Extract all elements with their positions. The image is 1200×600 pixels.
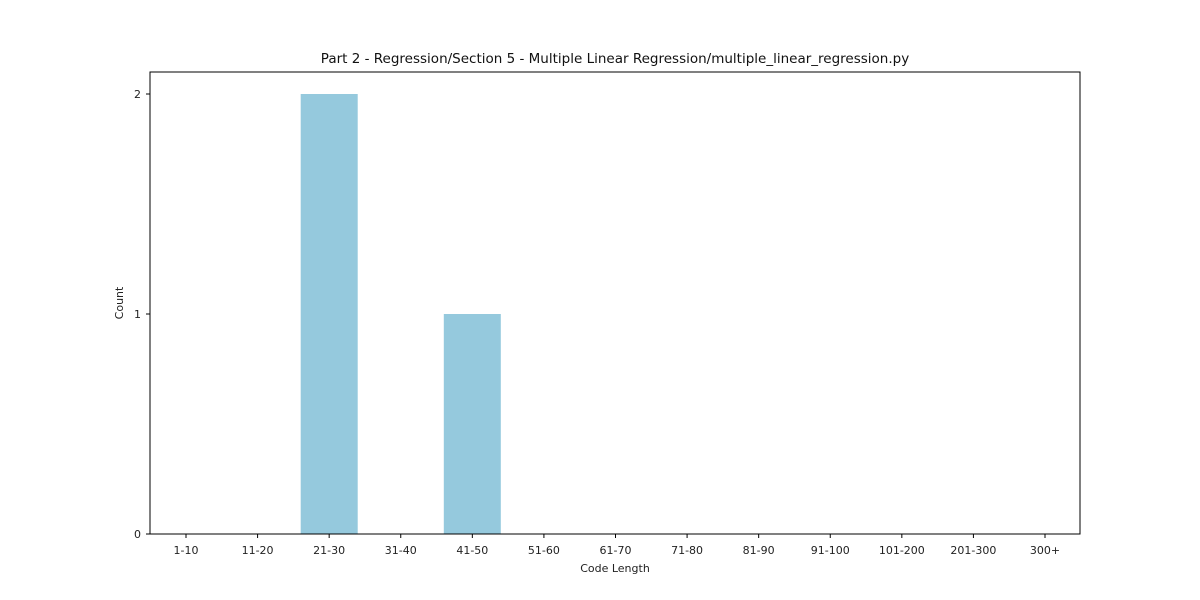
- y-tick-label: 0: [134, 528, 141, 541]
- x-tick-label: 41-50: [456, 544, 488, 557]
- y-axis-label: Count: [113, 286, 126, 319]
- x-tick-label: 101-200: [879, 544, 925, 557]
- x-tick-label: 71-80: [671, 544, 703, 557]
- x-tick-label: 300+: [1030, 544, 1060, 557]
- bar-21-30: [300, 94, 358, 534]
- x-tick-label: 21-30: [313, 544, 345, 557]
- chart-title: Part 2 - Regression/Section 5 - Multiple…: [321, 51, 909, 67]
- y-tick-label: 1: [134, 308, 141, 321]
- x-tick-label: 51-60: [528, 544, 560, 557]
- x-tick-label: 91-100: [811, 544, 850, 557]
- x-tick-label: 31-40: [385, 544, 417, 557]
- bar-41-50: [443, 314, 501, 534]
- x-tick-label: 61-70: [600, 544, 632, 557]
- plot-frame: [149, 71, 1081, 535]
- bars-group: [300, 94, 501, 534]
- x-tick-label: 1-10: [174, 544, 199, 557]
- x-tick-label: 81-90: [743, 544, 775, 557]
- x-axis-ticks: 1-10 11-20 21-30 31-40 41-50 51-60 61-70 71-80 8…: [174, 534, 1060, 557]
- y-tick-label: 2: [134, 88, 141, 101]
- y-axis-ticks: 0 1 2: [134, 88, 150, 541]
- x-axis-label: Code Length: [580, 562, 650, 575]
- x-tick-label: 201-300: [950, 544, 996, 557]
- x-tick-label: 11-20: [242, 544, 274, 557]
